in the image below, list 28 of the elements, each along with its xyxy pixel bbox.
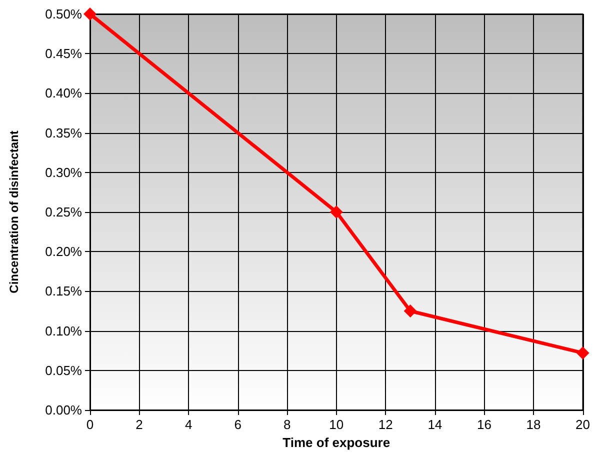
y-tick-label: 0.35%	[45, 125, 82, 140]
x-tick-label: 18	[526, 417, 541, 432]
x-tick-label: 8	[283, 417, 291, 432]
x-tick-label: 6	[234, 417, 242, 432]
x-tick-label: 20	[576, 417, 590, 432]
y-tick-label: 0.50%	[45, 6, 82, 22]
x-tick-label: 2	[136, 417, 143, 432]
point	[330, 206, 343, 218]
x-axis-title: Time of exposure	[282, 434, 390, 450]
x-tick-label: 12	[378, 417, 393, 432]
x-tick-label: 16	[476, 417, 492, 432]
x-tick-label: 4	[184, 417, 192, 432]
y-tick-label: 0.40%	[45, 86, 82, 101]
x-tick-label: 10	[329, 417, 344, 432]
y-tick-label: 0.45%	[45, 46, 82, 62]
y-tick-label: 0.25%	[45, 204, 82, 220]
x-tick-label: 14	[428, 417, 442, 432]
y-tick-label: 0.15%	[45, 284, 82, 299]
x-tick-label: 0	[86, 417, 94, 432]
y-axis-title: Cincentration of disinfectant	[7, 130, 21, 294]
point	[576, 346, 590, 360]
y-tick-label: 0.20%	[45, 244, 82, 260]
point	[84, 8, 96, 20]
y-tick-label: 0.10%	[45, 323, 82, 338]
point	[404, 304, 417, 318]
y-tick-label: 0.00%	[45, 402, 82, 418]
y-tick-label: 0.05%	[45, 362, 82, 378]
y-tick-label: 0.30%	[45, 164, 82, 180]
